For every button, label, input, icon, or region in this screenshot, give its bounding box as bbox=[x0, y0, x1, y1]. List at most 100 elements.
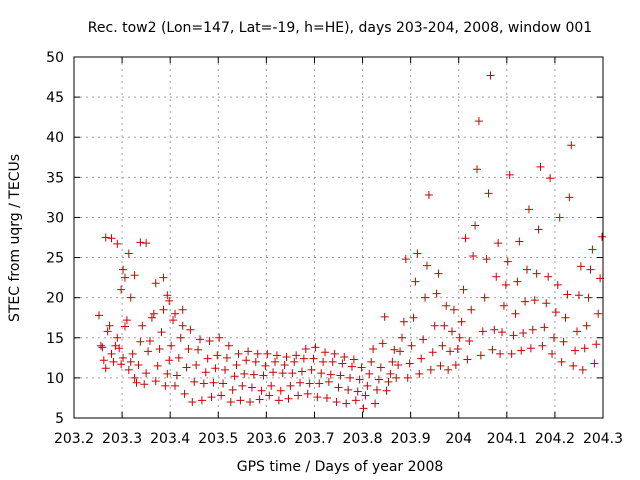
y-tick-label: 15 bbox=[46, 331, 64, 347]
data-point bbox=[446, 347, 455, 356]
data-point bbox=[203, 354, 212, 363]
data-point bbox=[422, 261, 431, 270]
data-point bbox=[130, 271, 139, 280]
data-point bbox=[530, 296, 539, 305]
data-point bbox=[590, 359, 599, 368]
data-point bbox=[549, 333, 558, 342]
data-point bbox=[228, 385, 237, 394]
data-point bbox=[344, 385, 353, 394]
data-point bbox=[255, 395, 264, 404]
data-point bbox=[380, 312, 389, 321]
data-point bbox=[559, 337, 568, 346]
data-point bbox=[428, 348, 437, 357]
x-tick-label: 203.5 bbox=[198, 431, 238, 447]
data-point bbox=[211, 364, 220, 373]
data-point bbox=[192, 361, 201, 370]
data-point bbox=[326, 370, 335, 379]
data-point bbox=[167, 341, 176, 350]
data-point bbox=[484, 189, 493, 198]
data-point bbox=[478, 327, 487, 336]
data-point bbox=[357, 363, 366, 372]
data-point bbox=[170, 381, 179, 390]
data-point bbox=[553, 280, 562, 289]
data-point bbox=[163, 291, 172, 300]
data-point bbox=[413, 249, 422, 258]
data-point bbox=[551, 308, 560, 317]
data-point bbox=[574, 291, 583, 300]
data-point bbox=[276, 386, 285, 395]
data-point bbox=[249, 370, 258, 379]
data-point bbox=[457, 317, 466, 326]
chart-title: Rec. tow2 (Lon=147, Lat=-19, h=HE), days… bbox=[88, 20, 592, 36]
data-point bbox=[526, 344, 535, 353]
data-point bbox=[426, 365, 435, 374]
data-point bbox=[582, 321, 591, 330]
data-point bbox=[515, 237, 524, 246]
data-point bbox=[517, 346, 526, 355]
data-point bbox=[386, 369, 395, 378]
data-point bbox=[432, 289, 441, 298]
data-point bbox=[546, 174, 555, 183]
data-point bbox=[347, 362, 356, 371]
data-point bbox=[486, 71, 495, 80]
data-point bbox=[95, 311, 104, 320]
data-point bbox=[534, 225, 543, 234]
data-point bbox=[349, 355, 358, 364]
data-point bbox=[257, 386, 266, 395]
data-point bbox=[296, 378, 305, 387]
y-tick-label: 10 bbox=[46, 371, 64, 387]
data-point bbox=[355, 375, 364, 384]
data-point bbox=[317, 369, 326, 378]
data-point bbox=[138, 321, 147, 330]
data-point bbox=[544, 272, 553, 281]
data-point bbox=[342, 399, 351, 408]
data-point bbox=[147, 313, 156, 322]
data-point bbox=[126, 357, 135, 366]
data-point bbox=[424, 190, 433, 199]
data-point bbox=[321, 348, 330, 357]
data-point bbox=[274, 396, 283, 405]
data-point bbox=[219, 379, 228, 388]
data-point bbox=[482, 255, 491, 264]
data-point bbox=[242, 356, 251, 365]
plot-frame bbox=[73, 56, 604, 419]
data-point bbox=[563, 290, 572, 299]
data-point bbox=[251, 357, 260, 366]
data-point bbox=[205, 336, 214, 345]
data-point bbox=[511, 309, 520, 318]
data-point bbox=[324, 377, 333, 386]
data-point bbox=[371, 399, 380, 408]
data-point bbox=[542, 299, 551, 308]
data-point bbox=[303, 389, 312, 398]
data-point bbox=[113, 333, 122, 342]
data-point bbox=[98, 343, 107, 352]
y-tick-label: 20 bbox=[46, 291, 64, 307]
data-point bbox=[565, 193, 574, 202]
data-point bbox=[122, 316, 131, 325]
x-tick-label: 204 bbox=[445, 431, 472, 447]
x-tick-label: 204.2 bbox=[535, 431, 575, 447]
data-point bbox=[576, 262, 585, 271]
data-point bbox=[346, 373, 355, 382]
data-point bbox=[449, 305, 458, 314]
data-point bbox=[361, 391, 370, 400]
data-point bbox=[128, 349, 137, 358]
data-point bbox=[153, 361, 162, 370]
data-point bbox=[334, 383, 343, 392]
data-point bbox=[476, 351, 485, 360]
data-point bbox=[592, 340, 601, 349]
data-point bbox=[492, 272, 501, 281]
y-axis-label: STEC from uqrg / TECUs bbox=[7, 154, 23, 322]
data-point bbox=[172, 371, 181, 380]
data-point bbox=[117, 360, 126, 369]
data-point bbox=[130, 373, 139, 382]
data-point bbox=[178, 305, 187, 314]
data-point bbox=[580, 344, 589, 353]
data-point bbox=[201, 368, 210, 377]
data-point bbox=[176, 333, 185, 342]
data-point bbox=[145, 336, 154, 345]
data-point bbox=[294, 391, 303, 400]
data-point bbox=[159, 273, 168, 282]
data-points bbox=[95, 71, 607, 413]
